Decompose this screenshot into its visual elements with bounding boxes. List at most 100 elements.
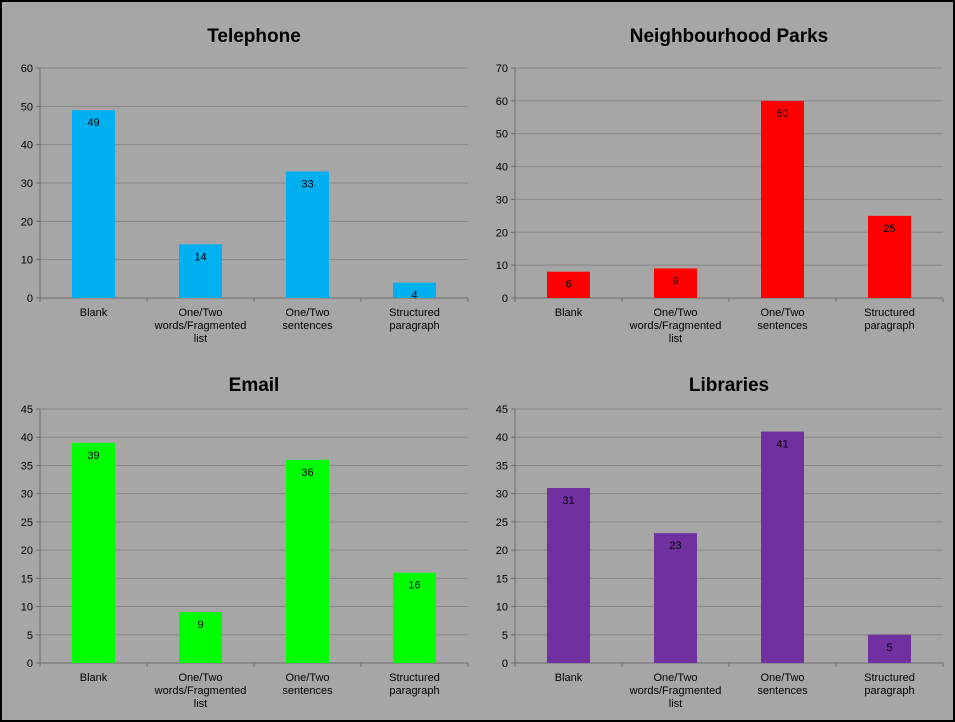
y-tick-label: 20: [21, 545, 33, 557]
bar: [547, 271, 590, 298]
category-label-line: One/Two: [285, 672, 329, 684]
bar: [286, 171, 329, 298]
data-label: 4: [411, 290, 417, 302]
category-label-line: One/Two: [178, 672, 222, 684]
category-label-line: paragraph: [864, 320, 914, 332]
y-tick-label: 15: [496, 573, 508, 585]
y-tick-label: 0: [27, 293, 33, 305]
category-label-line: paragraph: [389, 320, 439, 332]
category-label-line: words/Fragmented: [154, 685, 247, 697]
data-label: 41: [776, 439, 788, 451]
data-label: 60: [776, 108, 788, 120]
category-label: Structured paragraph: [389, 307, 440, 332]
data-label: 33: [301, 179, 313, 191]
y-tick-label: 0: [502, 658, 508, 670]
y-tick-label: 5: [502, 630, 508, 642]
category-label-line: Structured: [389, 307, 440, 319]
category-label-line: list: [669, 333, 682, 345]
y-tick-label: 30: [496, 194, 508, 206]
category-label: Blank: [555, 672, 583, 684]
y-tick-label: 0: [502, 293, 508, 305]
category-label-line: sentences: [757, 320, 808, 332]
category-label: Blank: [80, 672, 108, 684]
category-label: One/Two words/Fragmented list: [154, 307, 247, 345]
category-label: Blank: [555, 307, 583, 319]
category-label: One/Two sentences: [757, 307, 808, 332]
category-label: One/Two words/Fragmented list: [629, 307, 722, 345]
bar: [868, 215, 911, 298]
bar: [179, 612, 222, 663]
data-label: 14: [194, 251, 206, 263]
data-label: 39: [87, 450, 99, 462]
data-label: 6: [565, 279, 571, 291]
bar: [761, 100, 804, 298]
bar: [761, 431, 804, 663]
category-label: Structured paragraph: [389, 672, 440, 697]
data-label: 9: [672, 275, 678, 287]
chart-title: Email: [229, 375, 280, 396]
y-tick-label: 10: [21, 255, 33, 267]
y-tick-label: 15: [21, 573, 33, 585]
category-label: Structured paragraph: [864, 307, 915, 332]
y-tick-label: 25: [21, 517, 33, 529]
category-label-line: Structured: [864, 307, 915, 319]
bar: [868, 634, 911, 663]
bar: [654, 268, 697, 298]
y-tick-label: 10: [496, 260, 508, 272]
y-tick-label: 10: [21, 602, 33, 614]
category-label-line: words/Fragmented: [629, 320, 722, 332]
y-tick-label: 60: [21, 63, 33, 75]
y-tick-label: 40: [496, 162, 508, 174]
y-tick-label: 25: [496, 517, 508, 529]
y-tick-label: 0: [27, 658, 33, 670]
bar: [72, 110, 115, 299]
category-label-line: paragraph: [389, 685, 439, 697]
y-tick-label: 40: [21, 432, 33, 444]
category-label-line: list: [669, 698, 682, 710]
category-label-line: One/Two: [760, 672, 804, 684]
y-tick-label: 40: [21, 140, 33, 152]
y-tick-label: 70: [496, 63, 508, 75]
category-label-line: One/Two: [760, 307, 804, 319]
category-label: One/Two words/Fragmented list: [154, 672, 247, 710]
y-tick-label: 30: [496, 489, 508, 501]
y-tick-label: 35: [21, 460, 33, 472]
category-label-line: list: [194, 698, 207, 710]
category-label: Structured paragraph: [864, 672, 915, 697]
data-label: 25: [883, 223, 895, 235]
category-label-line: paragraph: [864, 685, 914, 697]
category-label-line: sentences: [757, 685, 808, 697]
y-tick-label: 10: [496, 602, 508, 614]
y-tick-label: 30: [21, 489, 33, 501]
y-tick-label: 40: [496, 432, 508, 444]
category-label-line: One/Two: [285, 307, 329, 319]
bar: [393, 572, 436, 663]
bar: [393, 282, 436, 298]
category-label-line: Blank: [80, 672, 108, 684]
category-label-line: words/Fragmented: [629, 685, 722, 697]
y-tick-label: 30: [21, 178, 33, 190]
y-tick-label: 50: [496, 129, 508, 141]
bar: [72, 442, 115, 663]
category-label: Blank: [80, 307, 108, 319]
data-label: 36: [301, 467, 313, 479]
y-tick-label: 20: [21, 216, 33, 228]
y-tick-label: 35: [496, 460, 508, 472]
category-label-line: sentences: [282, 685, 333, 697]
y-tick-label: 20: [496, 227, 508, 239]
category-label-line: One/Two: [653, 672, 697, 684]
category-label-line: One/Two: [653, 307, 697, 319]
category-label-line: Blank: [555, 307, 583, 319]
category-label: One/Two sentences: [757, 672, 808, 697]
data-label: 16: [408, 580, 420, 592]
category-label-line: sentences: [282, 320, 333, 332]
chart-title: Neighbourhood Parks: [630, 26, 828, 47]
category-label-line: Structured: [389, 672, 440, 684]
data-label: 31: [562, 495, 574, 507]
data-label: 9: [197, 619, 203, 631]
y-tick-label: 20: [496, 545, 508, 557]
chart-neighbourhood-parks: Neighbourhood Parks 0 10 20 30 40 50 60 70 6 Blank…: [496, 26, 944, 345]
y-tick-label: 45: [496, 404, 508, 416]
data-label: 49: [87, 117, 99, 129]
